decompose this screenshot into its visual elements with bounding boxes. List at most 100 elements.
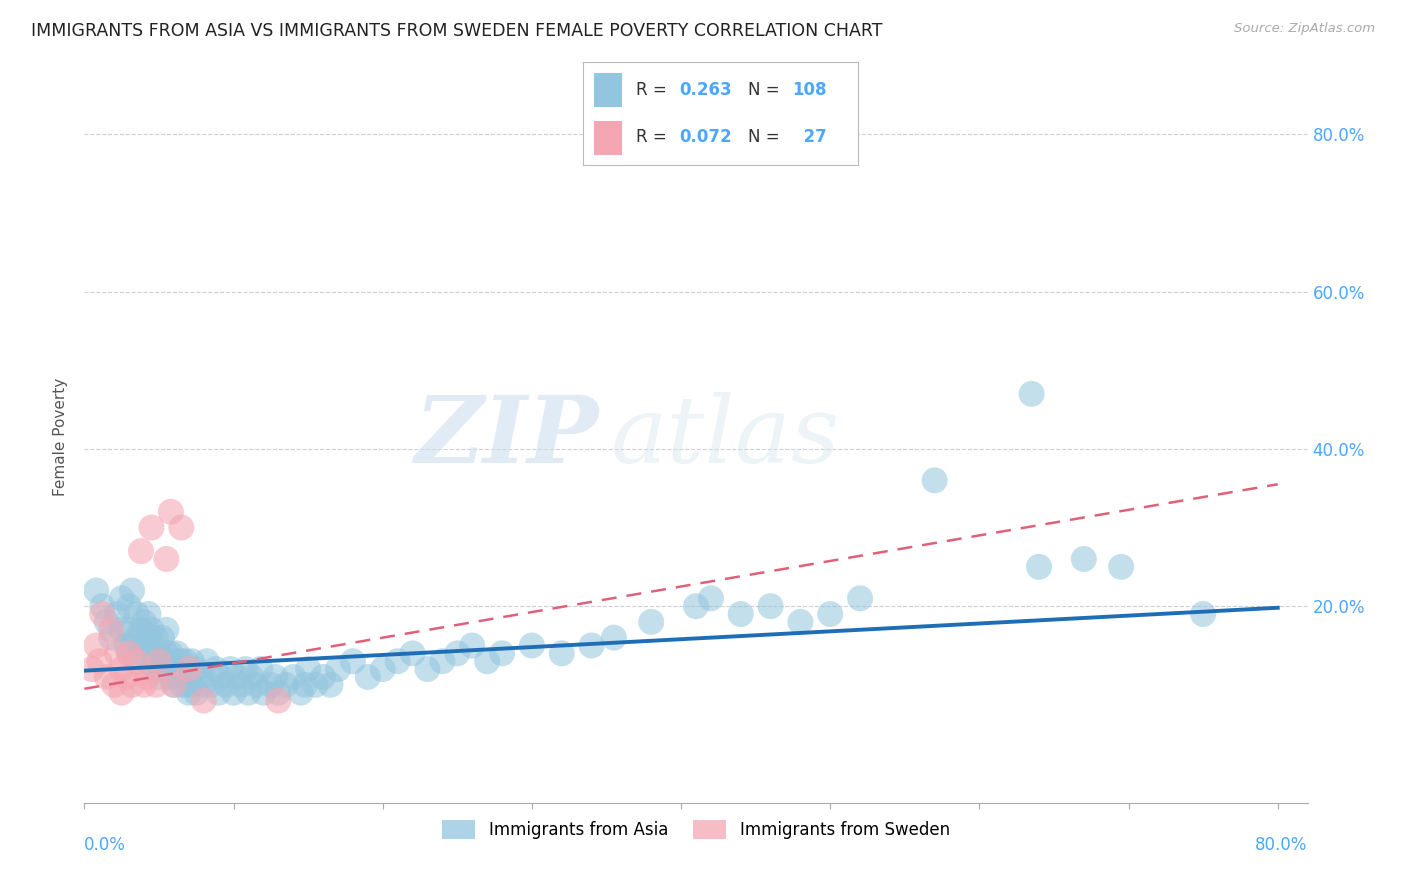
Point — [1028, 559, 1050, 574]
Text: R =: R = — [636, 81, 672, 99]
Text: N =: N = — [748, 128, 785, 146]
Point — [166, 670, 188, 684]
Text: 0.072: 0.072 — [679, 128, 733, 146]
Point — [195, 654, 218, 668]
Point — [461, 639, 484, 653]
Point — [252, 686, 274, 700]
Point — [129, 623, 152, 637]
Point — [141, 639, 163, 653]
Point — [297, 662, 319, 676]
Text: 108: 108 — [792, 81, 827, 99]
Point — [111, 686, 134, 700]
Point — [211, 670, 233, 684]
Point — [118, 623, 141, 637]
Point — [160, 505, 183, 519]
Point — [155, 662, 177, 676]
Point — [177, 662, 200, 676]
Point — [1073, 552, 1095, 566]
Point — [245, 678, 267, 692]
Point — [685, 599, 707, 614]
Point — [145, 678, 167, 692]
Point — [304, 678, 326, 692]
Point — [520, 639, 543, 653]
Point — [491, 646, 513, 660]
Point — [267, 686, 290, 700]
Point — [148, 646, 170, 660]
Point — [416, 662, 439, 676]
Point — [111, 591, 134, 606]
Point — [96, 670, 118, 684]
Point — [401, 646, 423, 660]
Point — [100, 631, 122, 645]
Point — [924, 473, 946, 487]
Point — [319, 678, 342, 692]
Point — [432, 654, 454, 668]
Point — [186, 662, 208, 676]
Point — [155, 623, 177, 637]
Point — [163, 654, 186, 668]
Point — [150, 631, 173, 645]
Y-axis label: Female Poverty: Female Poverty — [53, 378, 69, 496]
Text: Source: ZipAtlas.com: Source: ZipAtlas.com — [1234, 22, 1375, 36]
Point — [145, 631, 167, 645]
Point — [274, 678, 297, 692]
Point — [219, 662, 242, 676]
Point — [581, 639, 603, 653]
Point — [166, 646, 188, 660]
Text: 80.0%: 80.0% — [1256, 836, 1308, 854]
Point — [118, 646, 141, 660]
Point — [170, 678, 193, 692]
Point — [150, 654, 173, 668]
Point — [387, 654, 409, 668]
Point — [125, 607, 148, 621]
Point — [190, 670, 212, 684]
Point — [235, 662, 257, 676]
Text: IMMIGRANTS FROM ASIA VS IMMIGRANTS FROM SWEDEN FEMALE POVERTY CORRELATION CHART: IMMIGRANTS FROM ASIA VS IMMIGRANTS FROM … — [31, 22, 883, 40]
Point — [238, 686, 260, 700]
Point — [136, 654, 159, 668]
Point — [225, 670, 247, 684]
Point — [91, 599, 114, 614]
Point — [163, 678, 186, 692]
Point — [155, 646, 177, 660]
Point — [84, 583, 107, 598]
Point — [118, 599, 141, 614]
Point — [1109, 559, 1132, 574]
Point — [215, 678, 238, 692]
Point — [132, 639, 155, 653]
Point — [294, 678, 316, 692]
Point — [148, 670, 170, 684]
Point — [204, 662, 226, 676]
Point — [229, 678, 252, 692]
Point — [849, 591, 872, 606]
Point — [115, 639, 138, 653]
Bar — [595, 73, 621, 106]
Point — [105, 607, 128, 621]
Text: 27: 27 — [792, 128, 827, 146]
Point — [136, 631, 159, 645]
Point — [141, 623, 163, 637]
Point — [326, 662, 349, 676]
Point — [111, 662, 134, 676]
Point — [145, 654, 167, 668]
Point — [141, 662, 163, 676]
Point — [371, 662, 394, 676]
Bar — [595, 121, 621, 155]
Point — [89, 654, 111, 668]
Point — [141, 520, 163, 534]
Point — [789, 615, 811, 629]
Point — [125, 654, 148, 668]
Point — [160, 670, 183, 684]
Point — [240, 670, 263, 684]
Point — [155, 552, 177, 566]
Point — [640, 615, 662, 629]
Point — [260, 678, 283, 692]
Text: R =: R = — [636, 128, 672, 146]
Point — [357, 670, 380, 684]
Point — [446, 646, 468, 660]
Point — [84, 639, 107, 653]
Point — [264, 670, 287, 684]
Point — [730, 607, 752, 621]
Point — [700, 591, 723, 606]
Point — [1021, 387, 1043, 401]
